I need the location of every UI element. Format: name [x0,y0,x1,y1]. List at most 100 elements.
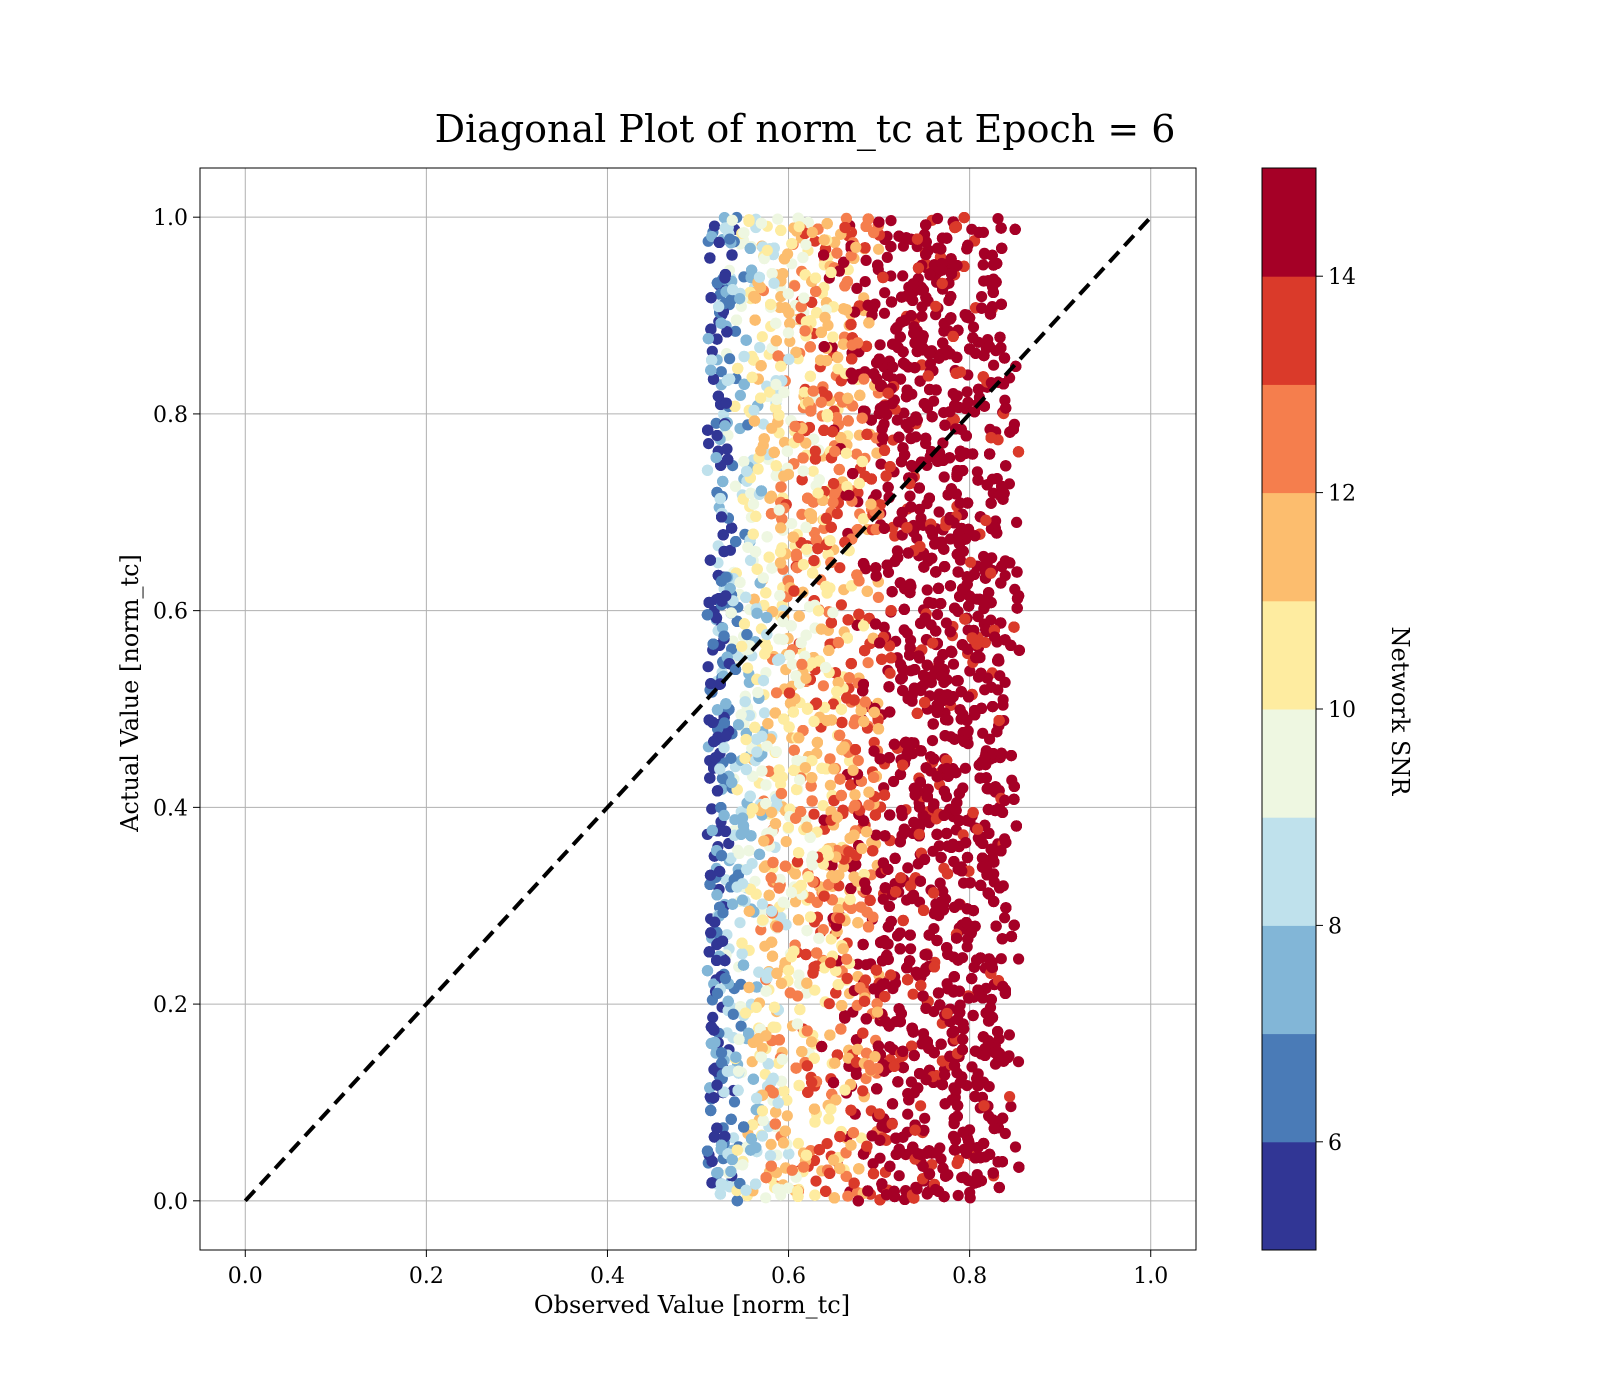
scatter-point [702,661,714,673]
scatter-point [852,755,864,767]
scatter-point [896,810,908,822]
scatter-point [770,687,783,699]
scatter-point [754,341,766,354]
scatter-point [728,1132,740,1144]
scatter-point [808,1154,821,1167]
scatter-point [887,983,899,995]
scatter-point [872,591,885,604]
scatter-point [897,270,909,282]
scatter-point [862,657,874,669]
scatter-point [992,213,1004,225]
scatter-point [708,220,721,232]
scatter-point [852,487,864,499]
scatter-point [967,321,980,333]
scatter-point [904,490,916,502]
scatter-point [706,345,718,357]
scatter-point [944,533,957,545]
scatter-point [842,1190,854,1202]
scatter-point [734,917,746,929]
scatter-point [916,310,928,322]
scatter-point [933,506,945,518]
scatter-point [780,836,792,848]
scatter-point [933,840,945,852]
scatter-point [875,458,887,470]
scatter-point [905,943,917,955]
scatter-point [821,1138,833,1150]
scatter-point [742,662,754,674]
scatter-point [729,325,742,337]
scatter-point [1005,1101,1017,1113]
scatter-point [796,508,808,520]
scatter-point [823,998,835,1010]
scatter-point [885,969,897,981]
scatter-point [710,417,722,429]
scatter-point [809,984,821,996]
scatter-point [807,465,819,477]
scatter-point [724,353,736,365]
scatter-point [926,1159,938,1171]
scatter-point [947,658,960,670]
scatter-point [1011,516,1023,529]
scatter-point [777,633,789,646]
scatter-point [878,621,890,633]
scatter-point [834,562,846,574]
scatter-point [744,554,757,567]
scatter-point [898,407,910,419]
scatter-point [757,418,770,430]
scatter-point [919,1112,931,1124]
scatter-point [778,436,791,448]
scatter-point [840,212,853,224]
scatter-point [855,1132,867,1144]
scatter-point [966,1061,978,1073]
scatter-point [888,775,900,788]
scatter-point [852,958,864,970]
scatter-point [817,680,830,692]
scatter-point [931,608,944,621]
scatter-point [859,974,872,986]
scatter-point [718,408,730,420]
scatter-point [784,335,796,347]
scatter-point [728,1096,741,1108]
scatter-point [999,912,1011,924]
scatter-point [756,898,769,910]
scatter-point [868,736,880,749]
scatter-point [1012,1056,1025,1068]
scatter-point [825,933,837,945]
scatter-point [781,1094,793,1106]
scatter-point [938,471,950,483]
scatter-point [707,1011,719,1024]
scatter-point [849,714,862,726]
scatter-point [1004,1091,1016,1103]
scatter-point [879,287,891,299]
scatter-point [976,291,988,303]
scatter-point [937,437,949,449]
scatter-point [940,617,953,629]
scatter-point [950,1134,962,1146]
scatter-point [823,1113,835,1125]
scatter-point [961,386,973,398]
scatter-point [930,309,942,321]
scatter-point [1003,1029,1016,1041]
scatter-point [964,665,976,677]
scatter-point [874,339,886,351]
scatter-point [824,779,837,791]
scatter-point [902,1108,914,1120]
scatter-point [881,251,893,263]
scatter-point [867,1158,879,1170]
chart-title: Diagonal Plot of norm_tc at Epoch = 6 [435,107,1176,152]
scatter-points [701,211,1025,1207]
scatter-point [703,438,715,450]
scatter-point [985,614,997,626]
scatter-point [792,1137,805,1149]
scatter-point [878,307,891,319]
scatter-point [734,389,747,401]
scatter-point [901,627,913,639]
scatter-point [995,953,1007,965]
scatter-point [893,1170,905,1182]
scatter-point [723,837,735,850]
scatter-point [1009,1141,1022,1153]
scatter-point [914,503,926,515]
scatter-point [857,1085,869,1097]
scatter-point [851,282,863,294]
scatter-point [772,213,784,225]
